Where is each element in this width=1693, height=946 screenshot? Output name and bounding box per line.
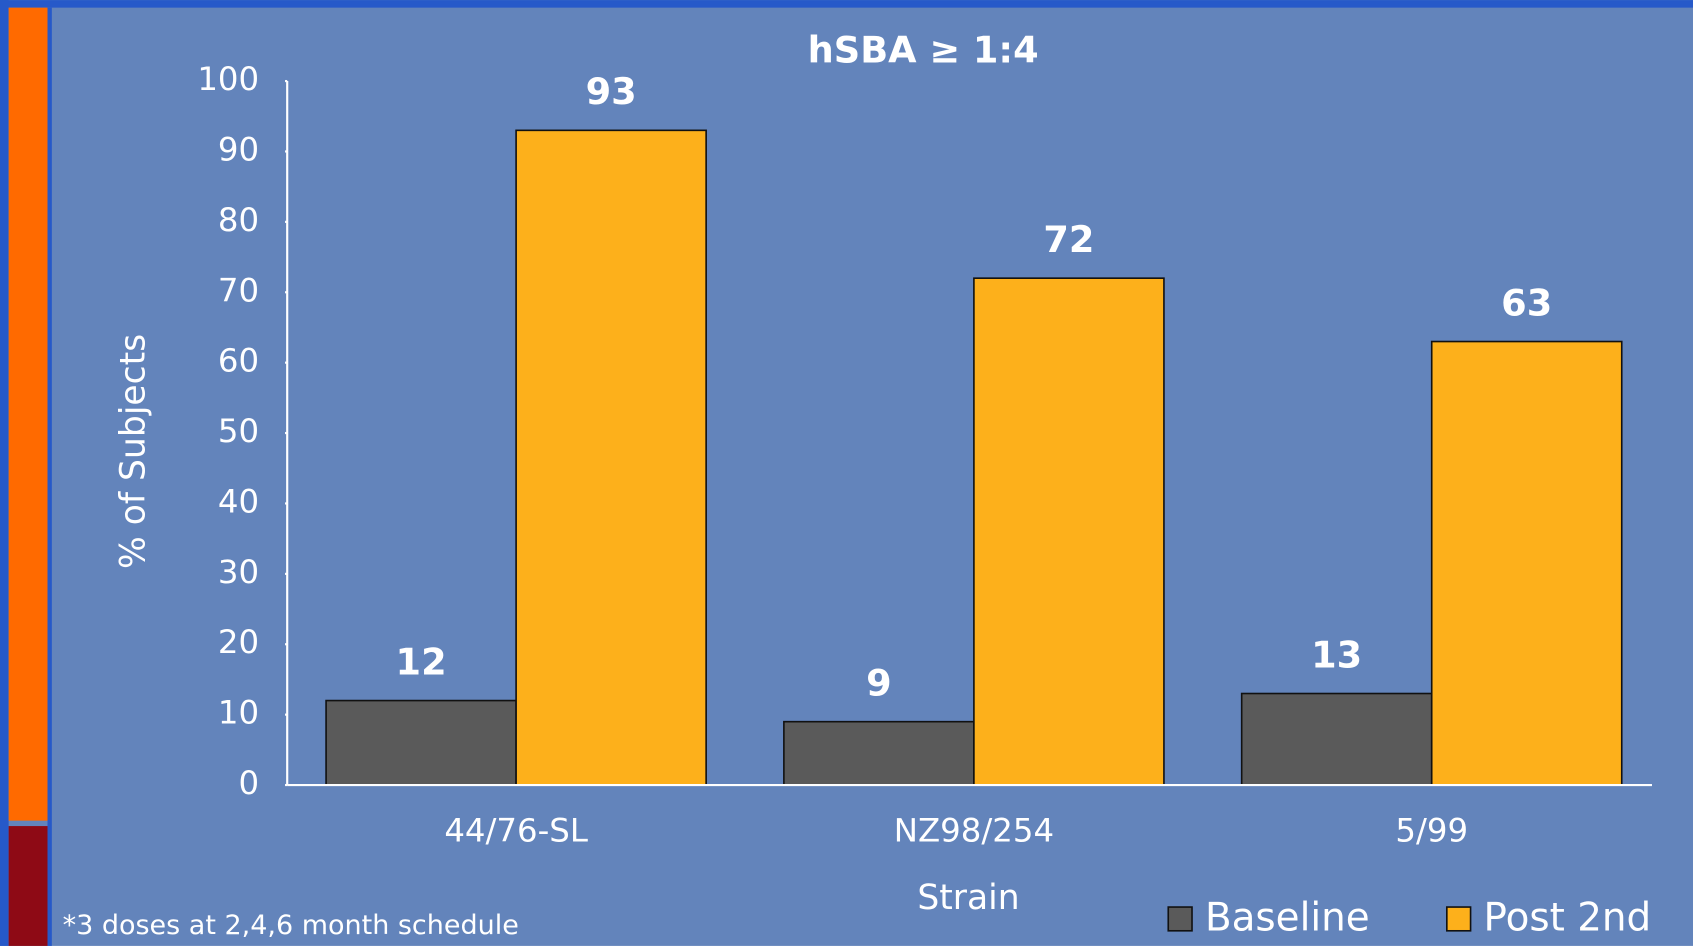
x-tick-label: 5/99 xyxy=(1395,812,1468,850)
bar xyxy=(1430,340,1623,786)
orange-bar xyxy=(8,7,48,821)
y-tick-label: 50 xyxy=(218,412,259,450)
x-tick-label: 44/76-SL xyxy=(444,812,588,850)
x-axis-label: Strain xyxy=(917,878,1019,918)
y-tick-label: 100 xyxy=(197,60,259,98)
footnote: *3 doses at 2,4,6 month schedule xyxy=(63,910,519,941)
bar xyxy=(325,699,517,786)
bar xyxy=(515,129,707,786)
chart-title: hSBA ≥ 1:4 xyxy=(808,28,1039,71)
y-axis-label: % of Subjects xyxy=(113,334,153,569)
value-label: 9 xyxy=(866,661,892,704)
y-tick-label: 80 xyxy=(218,201,259,239)
bar xyxy=(973,277,1165,786)
y-tick-label: 10 xyxy=(218,694,259,732)
y-tick-label: 60 xyxy=(218,342,259,380)
y-tick-label: 40 xyxy=(218,482,259,520)
value-label: 12 xyxy=(396,640,447,683)
value-label: 93 xyxy=(586,70,637,113)
y-tick-label: 70 xyxy=(218,271,259,309)
y-tick-label: 20 xyxy=(218,623,259,661)
y-tick-label: 90 xyxy=(218,130,259,168)
value-label: 13 xyxy=(1311,633,1362,676)
x-tick-label: NZ98/254 xyxy=(894,812,1054,850)
y-tick-label: 30 xyxy=(218,553,259,591)
value-label: 72 xyxy=(1043,218,1094,261)
left-stripe xyxy=(0,0,9,946)
divider xyxy=(47,7,52,946)
bar xyxy=(1240,692,1433,786)
legend-label: Baseline xyxy=(1205,896,1370,941)
red-bar xyxy=(8,826,48,946)
legend-label: Post 2nd xyxy=(1484,896,1652,941)
top-stripe xyxy=(0,0,1693,8)
y-tick-label: 0 xyxy=(239,764,260,802)
bar xyxy=(783,720,975,786)
value-label: 63 xyxy=(1501,281,1552,324)
legend-swatch xyxy=(1167,906,1193,932)
legend-swatch xyxy=(1446,906,1472,932)
